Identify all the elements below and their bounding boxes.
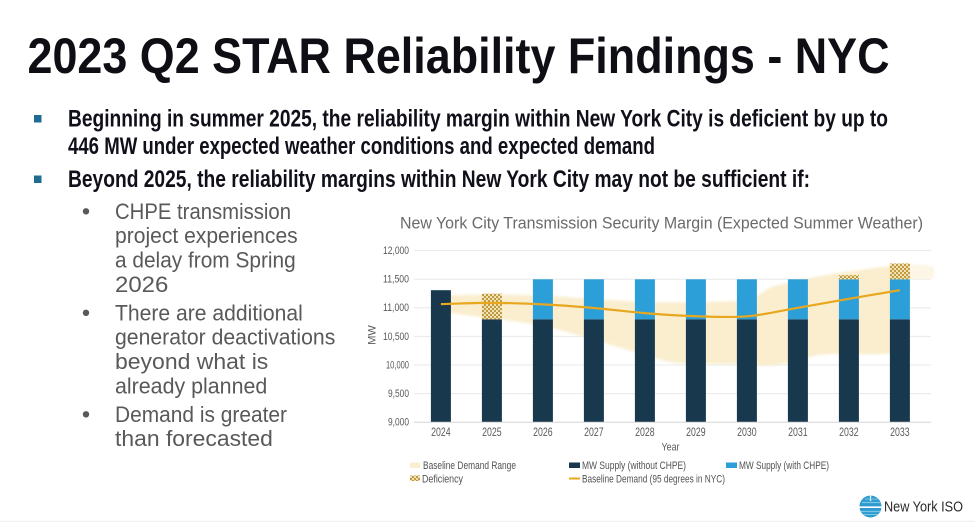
svg-text:Beyond 2025, the reliability m: Beyond 2025, the reliability margins wit… — [68, 166, 810, 193]
svg-text:2033: 2033 — [890, 427, 910, 439]
svg-text:2029: 2029 — [686, 427, 706, 439]
svg-text:MW Supply (with CHPE): MW Supply (with CHPE) — [739, 460, 829, 472]
svg-text:2030: 2030 — [737, 427, 757, 439]
svg-text:Year: Year — [662, 441, 680, 453]
svg-text:Baseline Demand (95 degrees in: Baseline Demand (95 degrees in NYC) — [582, 474, 725, 486]
svg-text:2024: 2024 — [431, 427, 451, 439]
svg-text:Beginning in summer 2025, the: Beginning in summer 2025, the reliabilit… — [68, 106, 888, 133]
svg-text:12,000: 12,000 — [383, 245, 409, 257]
svg-text:10,000: 10,000 — [386, 359, 409, 371]
svg-text:9,500: 9,500 — [388, 388, 409, 400]
svg-text:2026: 2026 — [115, 272, 168, 297]
svg-text:CHPE transmission: CHPE transmission — [115, 199, 291, 224]
svg-text:9,000: 9,000 — [388, 417, 409, 429]
svg-text:11,000: 11,000 — [383, 302, 409, 314]
svg-text:2027: 2027 — [584, 427, 604, 439]
svg-text:Demand is greater: Demand is greater — [115, 402, 287, 427]
svg-text:MW Supply (without CHPE): MW Supply (without CHPE) — [582, 460, 686, 472]
svg-text:beyond what is: beyond what is — [115, 349, 268, 374]
svg-text:10,500: 10,500 — [383, 331, 409, 343]
svg-text:2023 Q2 STAR Reliability Findi: 2023 Q2 STAR Reliability Findings - NYC — [28, 28, 890, 84]
svg-text:a delay from Spring: a delay from Spring — [115, 248, 296, 273]
svg-text:11,500: 11,500 — [383, 274, 409, 286]
svg-text:project experiences: project experiences — [115, 223, 298, 248]
svg-text:than forecasted: than forecasted — [115, 426, 273, 451]
svg-text:There are additional: There are additional — [115, 300, 303, 325]
svg-text:2025: 2025 — [482, 427, 502, 439]
svg-text:New York ISO: New York ISO — [884, 500, 963, 516]
svg-text:Deficiency: Deficiency — [422, 474, 463, 486]
svg-text:446 MW under expected weather: 446 MW under expected weather conditions… — [68, 133, 655, 160]
svg-text:Baseline Demand Range: Baseline Demand Range — [423, 460, 516, 472]
svg-text:already planned: already planned — [115, 373, 267, 398]
svg-text:New York City Transmission Sec: New York City Transmission Security Marg… — [400, 214, 923, 233]
svg-text:2031: 2031 — [788, 427, 808, 439]
svg-text:generator deactivations: generator deactivations — [115, 325, 335, 350]
svg-text:2026: 2026 — [533, 427, 553, 439]
svg-text:2032: 2032 — [839, 427, 859, 439]
svg-text:2028: 2028 — [635, 427, 655, 439]
svg-text:MW: MW — [367, 325, 379, 345]
